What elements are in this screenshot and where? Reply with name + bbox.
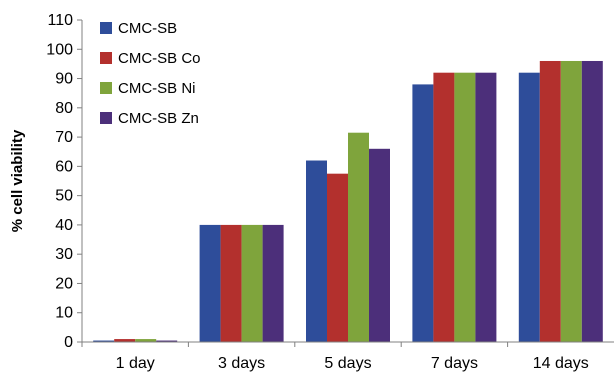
bar-cmc-sb-co-1-day (114, 339, 136, 342)
y-axis: 0 10 20 30 40 50 60 70 80 90 100 110 (46, 12, 83, 351)
bar-cmc-sb-co-3-days (220, 224, 242, 342)
bar-cmc-sb-ni-3-days (241, 224, 263, 342)
bar-cmc-sb-1-day (93, 340, 115, 342)
legend: CMC-SB CMC-SB Co CMC-SB Ni CMC-SB Zn (100, 20, 201, 127)
bar-cmc-sb-co-14-days (539, 60, 561, 343)
y-tick-label: 80 (55, 100, 73, 117)
bar-cmc-sb-ni-1-day (135, 339, 157, 342)
y-tick-label: 40 (55, 217, 73, 234)
legend-label: CMC-SB Ni (118, 80, 196, 97)
bar-cmc-sb-zn-5-days (369, 148, 390, 342)
y-tick-label: 100 (46, 41, 73, 58)
y-tick-label: 110 (47, 12, 73, 29)
x-tick-label: 1 day (116, 355, 155, 372)
legend-label: CMC-SB Co (118, 50, 201, 67)
bar-cmc-sb-zn-7-days (475, 72, 497, 342)
bar-cmc-sb-co-5-days (327, 173, 348, 342)
bar-cmc-sb-ni-5-days (348, 132, 369, 342)
legend-swatch-cmc-sb-ni (100, 82, 112, 94)
bar-cmc-sb-ni-14-days (560, 60, 582, 343)
legend-swatch-cmc-sb-co (100, 52, 112, 64)
x-tick-label: 14 days (533, 355, 589, 372)
y-tick-label: 60 (55, 158, 73, 175)
bar-cmc-sb-zn-14-days (581, 60, 603, 343)
bar-cmc-sb-14-days (518, 72, 540, 342)
legend-swatch-cmc-sb (100, 22, 112, 34)
y-tick-label: 0 (64, 334, 73, 351)
y-tick-label: 90 (55, 71, 73, 88)
bar-cmc-sb-zn-3-days (262, 224, 284, 342)
y-axis-label: % cell viability (9, 129, 26, 232)
bar-cmc-sb-7-days (412, 84, 434, 343)
bars (93, 60, 603, 343)
x-tick-label: 5 days (324, 355, 371, 372)
x-tick-label: 3 days (218, 355, 265, 372)
y-tick-label: 30 (55, 246, 73, 263)
x-tick-label: 7 days (431, 355, 478, 372)
y-tick-label: 50 (55, 188, 73, 205)
legend-label: CMC-SB (118, 20, 177, 37)
bar-cmc-sb-ni-7-days (454, 72, 476, 342)
legend-label: CMC-SB Zn (118, 110, 199, 127)
bar-cmc-sb-5-days (306, 160, 327, 342)
y-tick-label: 20 (55, 275, 73, 292)
bar-cmc-sb-co-7-days (433, 72, 455, 342)
x-axis: 1 day 3 days 5 days 7 days 14 days (81, 341, 614, 372)
y-tick-label: 70 (55, 129, 73, 146)
bar-cmc-sb-3-days (199, 224, 221, 342)
y-tick-label: 10 (55, 305, 73, 322)
legend-swatch-cmc-sb-zn (100, 112, 112, 124)
bar-cmc-sb-zn-1-day (156, 340, 178, 342)
